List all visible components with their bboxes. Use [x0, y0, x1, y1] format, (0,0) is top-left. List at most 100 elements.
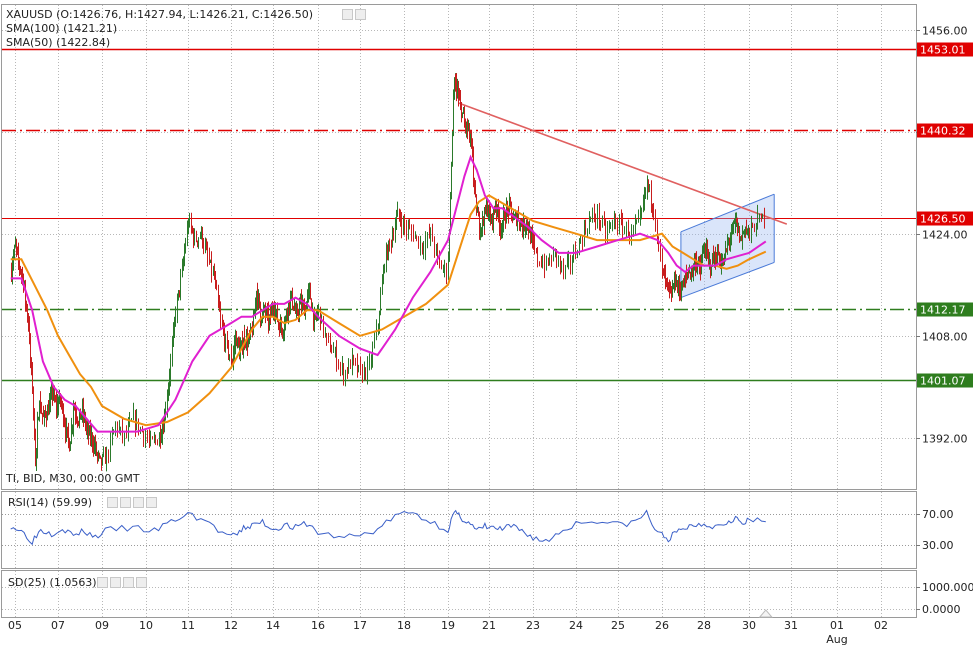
price-tick-label: 1456.00 [922, 25, 968, 38]
candle-body [299, 304, 300, 314]
candle-body [17, 247, 18, 250]
sd-tick-label: 0.0000 [922, 603, 961, 616]
candle-body [434, 241, 435, 251]
sd-down-icon[interactable] [123, 577, 134, 588]
candle-body [553, 251, 554, 262]
candle-body [651, 186, 652, 204]
candle-body [205, 245, 206, 249]
candle-body [392, 236, 393, 245]
panel-close-icon[interactable] [355, 9, 366, 20]
candle-body [513, 218, 514, 220]
rsi-line [10, 509, 766, 546]
candle-body [252, 329, 253, 334]
sd-close-icon[interactable] [136, 577, 147, 588]
candle-body [683, 281, 684, 288]
candle-body [55, 399, 56, 401]
candle-body [746, 229, 747, 231]
candle-body [738, 227, 739, 232]
candle-body [464, 120, 465, 125]
candle-body [655, 215, 656, 227]
candle-body [184, 251, 185, 261]
rsi-legend: RSI(14) (59.99) [8, 496, 93, 509]
candle-body [728, 240, 729, 243]
candle-body [70, 442, 71, 451]
candle-body [19, 260, 20, 268]
candle-body [458, 94, 459, 98]
candle-body [38, 419, 39, 421]
candle-body [612, 221, 613, 224]
candle-body [537, 250, 538, 263]
candle-body [198, 238, 199, 243]
candle-body [75, 410, 76, 415]
candle-body [343, 365, 344, 381]
candle-body [35, 438, 36, 455]
candle-body [600, 222, 601, 224]
candle-body [191, 218, 192, 228]
candle-body [135, 412, 136, 428]
candle-body [667, 280, 668, 283]
candle-body [325, 333, 326, 335]
candle-body [734, 223, 735, 225]
candle-body [30, 343, 31, 362]
candle-body [352, 355, 353, 369]
candle-body [371, 361, 372, 363]
candle-body [235, 333, 236, 342]
candle-body [72, 426, 73, 428]
candle-body [704, 249, 705, 251]
candle-body [293, 306, 294, 310]
candle-body [483, 218, 484, 223]
candle-body [633, 228, 634, 230]
candle-body [531, 234, 532, 242]
candle-body [744, 230, 745, 233]
level-tag-text: 1453.01 [920, 44, 966, 57]
candle-body [112, 434, 113, 438]
candle-body [74, 407, 75, 411]
rsi-down-icon[interactable] [133, 497, 144, 508]
candle-body [635, 223, 636, 229]
candle-body [91, 434, 92, 439]
candle-body [747, 229, 748, 231]
rsi-settings-icon[interactable] [107, 497, 118, 508]
candle-body [265, 309, 266, 315]
candle-body [510, 201, 511, 205]
candle-body [207, 249, 208, 258]
sd-settings-icon[interactable] [97, 577, 108, 588]
sd-up-icon[interactable] [110, 577, 121, 588]
candle-body [348, 361, 349, 373]
candle-body [21, 271, 22, 275]
candle-body [57, 402, 58, 409]
candle-body [105, 453, 106, 464]
candle-body [31, 361, 32, 368]
rsi-panel-buttons [107, 497, 157, 508]
candle-body [706, 247, 707, 257]
candle-body [628, 225, 629, 237]
candle-body [573, 250, 574, 262]
candle-body [287, 313, 288, 315]
candle-body [441, 263, 442, 270]
candle-body [523, 220, 524, 233]
rsi-up-icon[interactable] [120, 497, 131, 508]
candle-body [350, 361, 351, 369]
candle-body [60, 394, 61, 401]
candle-body [128, 425, 129, 435]
candle-body [491, 215, 492, 221]
candle-body [446, 265, 447, 276]
candle-body [115, 423, 116, 431]
panel-settings-icon[interactable] [342, 9, 353, 20]
x-tick-label: 14 [266, 619, 280, 632]
rsi-close-icon[interactable] [146, 497, 157, 508]
candle-body [304, 303, 305, 316]
candle-body [173, 329, 174, 345]
level-tag-1440.32 [917, 123, 973, 138]
candle-body [501, 230, 502, 232]
candle-body [470, 137, 471, 139]
candle-body [558, 257, 559, 260]
candle-body [673, 287, 674, 289]
candle-body [12, 264, 13, 271]
candle-body [717, 249, 718, 263]
candle-body [83, 406, 84, 418]
candle-body [44, 411, 45, 417]
candle-body [133, 412, 134, 420]
candle-body [388, 241, 389, 259]
candle-body [507, 206, 508, 209]
